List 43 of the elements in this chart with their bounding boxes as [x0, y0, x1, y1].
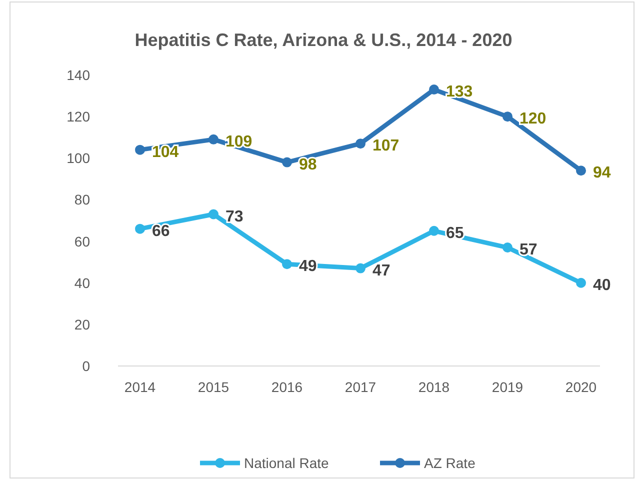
x-tick-label: 2014: [124, 379, 156, 395]
point: [356, 263, 366, 274]
chart-title: Hepatitis C Rate, Arizona & U.S., 2014 - 2020: [134, 30, 512, 50]
x-tick-label: 2018: [418, 379, 450, 395]
point: [282, 157, 292, 168]
y-tick-label: 0: [82, 358, 90, 374]
data-label: 66: [152, 222, 170, 240]
data-label: 133: [446, 84, 473, 101]
data-label: 98: [299, 156, 317, 174]
y-tick-label: 140: [66, 67, 90, 83]
point: [208, 209, 218, 220]
data-label: 40: [593, 276, 611, 294]
data-label: 120: [520, 110, 546, 128]
y-tick-label: 20: [74, 316, 90, 332]
point: [576, 166, 586, 176]
x-tick-label: 2017: [344, 379, 376, 395]
data-label: 47: [372, 262, 390, 280]
point: [429, 84, 439, 95]
data-label: 57: [520, 242, 538, 259]
data-label: 107: [372, 138, 400, 155]
point: [356, 138, 366, 149]
data-label: 94: [593, 164, 611, 182]
x-tick-label: 2020: [565, 379, 597, 395]
x-tick-label: 2019: [492, 379, 524, 395]
point: [502, 112, 512, 122]
y-tick-label: 120: [66, 108, 90, 125]
x-tick-label: 2015: [198, 379, 230, 395]
y-tick-label: 100: [66, 150, 90, 166]
y-tick-label: 60: [74, 233, 90, 250]
point: [502, 242, 512, 253]
y-tick-label: 40: [74, 274, 90, 291]
point: [576, 278, 586, 288]
point: [135, 224, 145, 234]
point: [208, 134, 218, 144]
y-tick-label: 80: [74, 192, 90, 208]
x-tick-label: 2016: [271, 379, 303, 395]
legend-label: AZ Rate: [424, 455, 476, 471]
legend-label: National Rate: [244, 455, 330, 471]
point: [135, 144, 145, 155]
point: [282, 259, 292, 270]
data-label: 73: [226, 208, 244, 226]
point: [429, 226, 439, 236]
data-label: 104: [152, 144, 179, 161]
